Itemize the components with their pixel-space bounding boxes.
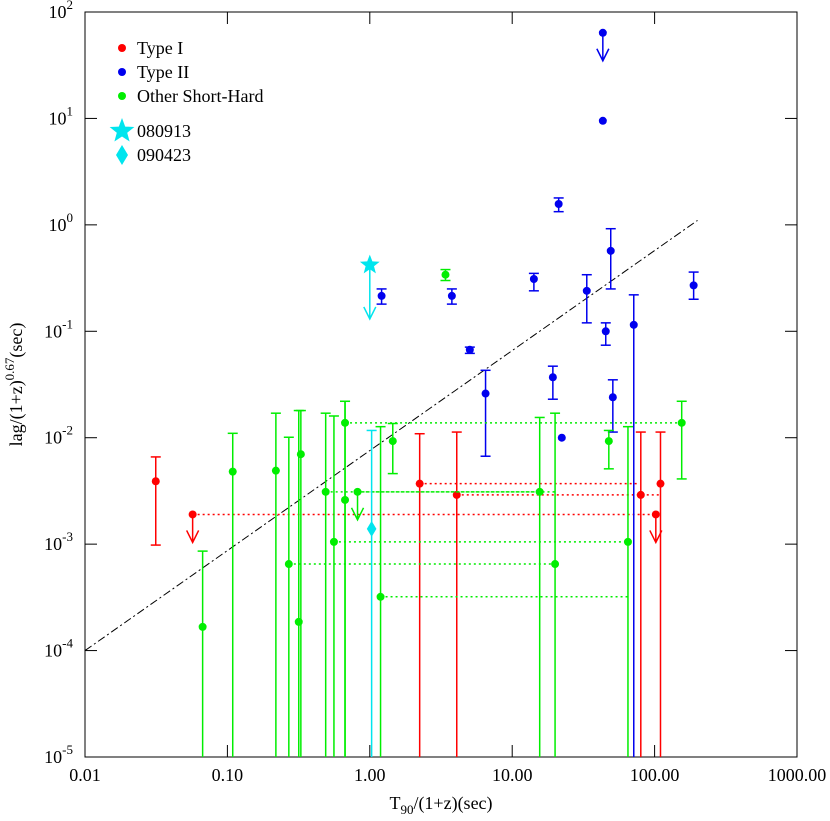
- plot-frame: [84, 11, 798, 758]
- marker-circle: [465, 345, 474, 354]
- y-tick-label: 10-1: [44, 316, 73, 341]
- y-tick-power: -4: [62, 636, 73, 651]
- marker-circle: [284, 560, 293, 569]
- marker-circle: [151, 477, 160, 486]
- y-tick-base: 10: [49, 2, 67, 22]
- y-tick-base: 10: [49, 108, 67, 128]
- marker-diamond: [366, 520, 377, 537]
- marker-star: [359, 254, 380, 274]
- y-tick-base: 10: [44, 747, 62, 767]
- marker-circle: [341, 418, 350, 427]
- y-tick-power: 0: [67, 210, 74, 225]
- marker-circle: [606, 246, 615, 255]
- marker-circle: [228, 467, 237, 476]
- x-label-sub: 90: [400, 802, 413, 817]
- marker-circle: [601, 327, 610, 336]
- legend-label: Type II: [137, 62, 189, 82]
- x-label-main: T: [389, 793, 400, 813]
- trend-line: [84, 220, 698, 651]
- marker-circle: [377, 291, 386, 300]
- upper-limit-arrow: [363, 264, 377, 321]
- y-axis-label: lag/(1+z)0.67(sec): [2, 323, 27, 447]
- upper-limit-arrow: [596, 32, 610, 63]
- marker-circle: [677, 418, 686, 427]
- marker-circle: [689, 281, 698, 290]
- marker-circle: [598, 116, 607, 125]
- marker-circle: [636, 490, 645, 499]
- marker-circle: [582, 286, 591, 295]
- marker-circle: [629, 320, 638, 329]
- y-tick-label: 100: [49, 210, 74, 235]
- x-tick-label: 100.00: [630, 765, 680, 785]
- y-tick-label: 102: [49, 0, 74, 22]
- y-tick-power: -1: [62, 316, 73, 331]
- y-label-rest: (sec): [6, 323, 27, 358]
- y-tick-label: 101: [49, 103, 74, 128]
- marker-circle: [452, 490, 461, 499]
- marker-circle: [548, 373, 557, 382]
- y-label-sup: 0.67: [2, 357, 17, 380]
- y-tick-label: 10-2: [44, 423, 73, 448]
- x-label-rest: /(1+z)(sec): [413, 793, 492, 814]
- y-tick-power: -5: [62, 742, 73, 757]
- x-tick-label: 0.10: [212, 765, 244, 785]
- upper-limit-arrow: [350, 491, 365, 522]
- marker-circle: [557, 433, 566, 442]
- marker-circle: [376, 592, 385, 601]
- marker-circle: [554, 200, 563, 209]
- marker-circle: [608, 393, 617, 402]
- legend-label: Other Short-Hard: [137, 86, 263, 106]
- marker-diamond: [116, 145, 128, 165]
- marker-circle: [656, 479, 665, 488]
- y-label-main: lag/(1+z): [6, 380, 27, 446]
- legend-label: 080913: [137, 121, 191, 141]
- marker-circle: [604, 437, 613, 446]
- y-tick-power: -3: [62, 529, 73, 544]
- y-tick-power: -2: [62, 423, 73, 438]
- y-tick-base: 10: [49, 215, 67, 235]
- marker-circle: [623, 537, 632, 546]
- y-tick-base: 10: [44, 428, 62, 448]
- y-tick-power: 2: [67, 0, 74, 12]
- marker-circle: [296, 450, 305, 459]
- marker-circle: [441, 270, 450, 279]
- marker-circle: [481, 389, 490, 398]
- y-tick-base: 10: [44, 534, 62, 554]
- marker-circle: [529, 274, 538, 283]
- marker-circle: [598, 28, 607, 37]
- marker-circle: [535, 487, 544, 496]
- marker-circle: [353, 487, 362, 496]
- y-tick-label: 10-3: [44, 529, 73, 554]
- y-tick-label: 10-4: [44, 636, 73, 661]
- marker-circle: [551, 560, 560, 569]
- y-tick-base: 10: [44, 641, 62, 661]
- marker-circle: [447, 291, 456, 300]
- x-tick-label: 10.00: [492, 765, 533, 785]
- marker-circle: [329, 537, 338, 546]
- marker-circle: [415, 479, 424, 488]
- x-tick-label: 1.00: [354, 765, 386, 785]
- x-tick-label: 0.01: [69, 765, 101, 785]
- marker-circle: [388, 437, 397, 446]
- upper-limit-arrow: [185, 514, 200, 545]
- y-tick-power: 1: [67, 103, 74, 118]
- marker-circle: [651, 510, 660, 519]
- marker-circle: [118, 44, 126, 52]
- marker-circle: [118, 68, 126, 76]
- x-axis-label: T90/(1+z)(sec): [389, 793, 492, 817]
- x-tick-label: 1000.00: [768, 765, 827, 785]
- y-tick-base: 10: [44, 321, 62, 341]
- marker-circle: [188, 510, 197, 519]
- y-tick-label: 10-5: [44, 742, 73, 767]
- marker-circle: [271, 466, 280, 475]
- legend-label: Type I: [137, 38, 183, 58]
- legend-label: 090423: [137, 145, 191, 165]
- marker-circle: [321, 487, 330, 496]
- marker-star: [109, 118, 135, 142]
- marker-circle: [118, 92, 126, 100]
- marker-circle: [198, 622, 207, 631]
